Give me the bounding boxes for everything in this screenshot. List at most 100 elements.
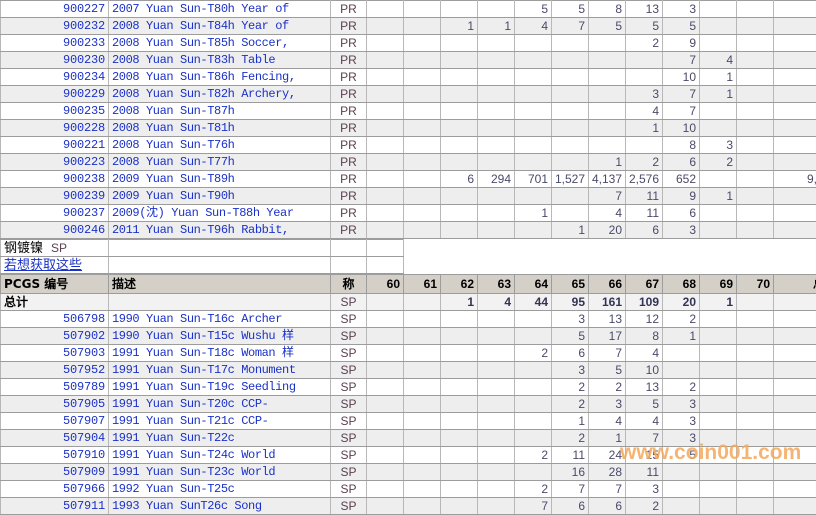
- cell-description[interactable]: 1990 Yuan Sun-T15c Wushu 样: [109, 328, 331, 345]
- pcgs-number-link[interactable]: 506798: [63, 312, 105, 326]
- description-link[interactable]: 2009(沈) Yuan Sun-T88h Year: [112, 206, 294, 220]
- cell-pcgs-number[interactable]: 900235: [1, 103, 109, 120]
- description-link[interactable]: 2008 Yuan Sun-T85h Soccer,: [112, 36, 289, 50]
- cell-pcgs-number[interactable]: 507911: [1, 498, 109, 515]
- pcgs-number-link[interactable]: 900230: [63, 53, 105, 67]
- cell-description[interactable]: 1992 Yuan Sun-T25c: [109, 481, 331, 498]
- description-link[interactable]: 2008 Yuan Sun-T82h Archery,: [112, 87, 296, 101]
- cell-description[interactable]: 1991 Yuan Sun-T18c Woman 样: [109, 345, 331, 362]
- description-link[interactable]: 2008 Yuan Sun-T83h Table: [112, 53, 275, 67]
- description-link[interactable]: 2008 Yuan Sun-T86h Fencing,: [112, 70, 296, 84]
- cell-description[interactable]: 2008 Yuan Sun-T84h Year of: [109, 18, 331, 35]
- cell-pcgs-number[interactable]: 900227: [1, 1, 109, 18]
- cell-pcgs-number[interactable]: 900221: [1, 137, 109, 154]
- cell-description[interactable]: 1991 Yuan Sun-T20c CCP-: [109, 396, 331, 413]
- cell-description[interactable]: 2008 Yuan Sun-T85h Soccer,: [109, 35, 331, 52]
- column-header-pcgs-number[interactable]: PCGS 编号: [1, 275, 109, 294]
- description-link[interactable]: 1992 Yuan Sun-T25c: [112, 482, 234, 496]
- pcgs-number-link[interactable]: 507902: [63, 329, 105, 343]
- pcgs-number-link[interactable]: 900223: [63, 155, 105, 169]
- pcgs-number-link[interactable]: 900237: [63, 206, 105, 220]
- cell-pcgs-number[interactable]: 507966: [1, 481, 109, 498]
- pcgs-number-link[interactable]: 507907: [63, 414, 105, 428]
- cell-pcgs-number[interactable]: 509789: [1, 379, 109, 396]
- pcgs-number-link[interactable]: 900235: [63, 104, 105, 118]
- description-link[interactable]: 1991 Yuan Sun-T20c CCP-: [112, 397, 268, 411]
- cell-pcgs-number[interactable]: 507909: [1, 464, 109, 481]
- description-link[interactable]: 2007 Yuan Sun-T80h Year of: [112, 2, 289, 16]
- cell-description[interactable]: 1993 Yuan SunT26c Song: [109, 498, 331, 515]
- cell-description[interactable]: 1991 Yuan Sun-T21c CCP-: [109, 413, 331, 430]
- cell-description[interactable]: 2008 Yuan Sun-T86h Fencing,: [109, 69, 331, 86]
- cell-pcgs-number[interactable]: 900233: [1, 35, 109, 52]
- cell-description[interactable]: 2008 Yuan Sun-T87h: [109, 103, 331, 120]
- cell-description[interactable]: 2008 Yuan Sun-T76h: [109, 137, 331, 154]
- description-link[interactable]: 2009 Yuan Sun-T90h: [112, 189, 234, 203]
- request-link-cell[interactable]: 若想获取这些: [1, 257, 109, 274]
- column-header-designation[interactable]: 称: [331, 275, 367, 294]
- pcgs-number-link[interactable]: 900229: [63, 87, 105, 101]
- cell-pcgs-number[interactable]: 507902: [1, 328, 109, 345]
- pcgs-number-link[interactable]: 507904: [63, 431, 105, 445]
- cell-description[interactable]: 1991 Yuan Sun-T22c: [109, 430, 331, 447]
- cell-description[interactable]: 2007 Yuan Sun-T80h Year of: [109, 1, 331, 18]
- column-header-grade-69[interactable]: 69: [700, 275, 737, 294]
- cell-description[interactable]: 1991 Yuan Sun-T23c World: [109, 464, 331, 481]
- column-header-total[interactable]: 总计: [774, 275, 816, 294]
- cell-pcgs-number[interactable]: 507952: [1, 362, 109, 379]
- cell-description[interactable]: 2008 Yuan Sun-T81h: [109, 120, 331, 137]
- description-link[interactable]: 1991 Yuan Sun-T23c World: [112, 465, 275, 479]
- pcgs-number-link[interactable]: 507905: [63, 397, 105, 411]
- description-link[interactable]: 1991 Yuan Sun-T24c World: [112, 448, 275, 462]
- description-link[interactable]: 1993 Yuan SunT26c Song: [112, 499, 262, 513]
- cell-pcgs-number[interactable]: 507903: [1, 345, 109, 362]
- cell-description[interactable]: 1991 Yuan Sun-T19c Seedling: [109, 379, 331, 396]
- cell-description[interactable]: 2008 Yuan Sun-T77h: [109, 154, 331, 171]
- description-link[interactable]: 1991 Yuan Sun-T19c Seedling: [112, 380, 296, 394]
- column-header-grade-68[interactable]: 68: [663, 275, 700, 294]
- cell-description[interactable]: 2008 Yuan Sun-T82h Archery,: [109, 86, 331, 103]
- request-data-link[interactable]: 若想获取这些: [4, 258, 82, 273]
- cell-pcgs-number[interactable]: 900230: [1, 52, 109, 69]
- cell-pcgs-number[interactable]: 900223: [1, 154, 109, 171]
- pcgs-number-link[interactable]: 507910: [63, 448, 105, 462]
- description-link[interactable]: 2008 Yuan Sun-T77h: [112, 155, 234, 169]
- cell-description[interactable]: 1991 Yuan Sun-T17c Monument: [109, 362, 331, 379]
- description-link[interactable]: 1991 Yuan Sun-T22c: [112, 431, 234, 445]
- description-link[interactable]: 2008 Yuan Sun-T84h Year of: [112, 19, 289, 33]
- column-header-description[interactable]: 描述: [109, 275, 331, 294]
- cell-pcgs-number[interactable]: 900228: [1, 120, 109, 137]
- description-link[interactable]: 2008 Yuan Sun-T81h: [112, 121, 234, 135]
- column-header-grade-66[interactable]: 66: [589, 275, 626, 294]
- cell-pcgs-number[interactable]: 900234: [1, 69, 109, 86]
- pcgs-number-link[interactable]: 900246: [63, 223, 105, 237]
- pcgs-number-link[interactable]: 900238: [63, 172, 105, 186]
- cell-pcgs-number[interactable]: 506798: [1, 311, 109, 328]
- description-link[interactable]: 2009 Yuan Sun-T89h: [112, 172, 234, 186]
- description-link[interactable]: 2011 Yuan Sun-T96h Rabbit,: [112, 223, 289, 237]
- pcgs-number-link[interactable]: 507911: [63, 499, 105, 513]
- pcgs-number-link[interactable]: 900239: [63, 189, 105, 203]
- column-header-grade-62[interactable]: 62: [441, 275, 478, 294]
- cell-pcgs-number[interactable]: 900229: [1, 86, 109, 103]
- column-header-grade-63[interactable]: 63: [478, 275, 515, 294]
- cell-pcgs-number[interactable]: 507905: [1, 396, 109, 413]
- cell-description[interactable]: 1991 Yuan Sun-T24c World: [109, 447, 331, 464]
- cell-pcgs-number[interactable]: 900246: [1, 222, 109, 239]
- cell-description[interactable]: 2009(沈) Yuan Sun-T88h Year: [109, 205, 331, 222]
- pcgs-number-link[interactable]: 900227: [63, 2, 105, 16]
- pcgs-number-link[interactable]: 507966: [63, 482, 105, 496]
- column-header-grade-67[interactable]: 67: [626, 275, 663, 294]
- cell-pcgs-number[interactable]: 507910: [1, 447, 109, 464]
- cell-description[interactable]: 2008 Yuan Sun-T83h Table: [109, 52, 331, 69]
- description-link[interactable]: 1990 Yuan Sun-T16c Archer: [112, 312, 282, 326]
- pcgs-number-link[interactable]: 507952: [63, 363, 105, 377]
- column-header-grade-70[interactable]: 70: [737, 275, 774, 294]
- pcgs-number-link[interactable]: 900234: [63, 70, 105, 84]
- description-link[interactable]: 2008 Yuan Sun-T87h: [112, 104, 234, 118]
- description-link[interactable]: 1990 Yuan Sun-T15c Wushu 样: [112, 329, 294, 343]
- column-header-grade-61[interactable]: 61: [404, 275, 441, 294]
- column-header-grade-60[interactable]: 60: [367, 275, 404, 294]
- cell-description[interactable]: 2011 Yuan Sun-T96h Rabbit,: [109, 222, 331, 239]
- pcgs-number-link[interactable]: 900228: [63, 121, 105, 135]
